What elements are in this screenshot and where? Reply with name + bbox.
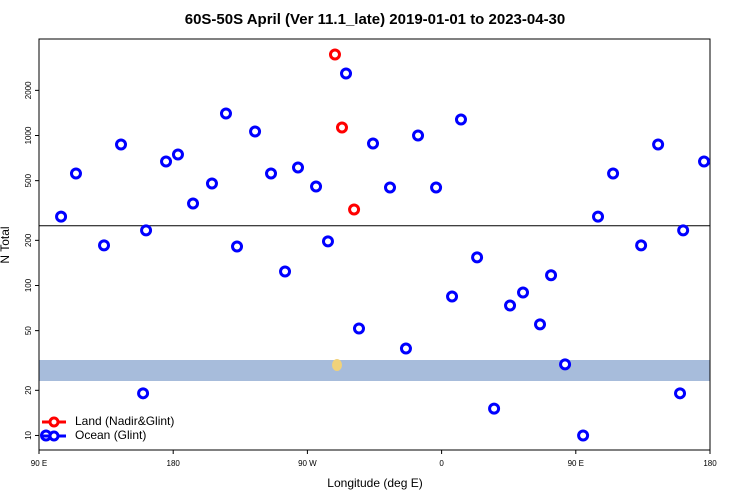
data-point <box>340 67 353 80</box>
y-tick-label: 50 <box>24 326 33 335</box>
data-point <box>607 167 620 180</box>
data-point <box>348 203 361 216</box>
data-point <box>412 129 425 142</box>
data-point <box>430 181 443 194</box>
data-point <box>219 107 232 120</box>
x-tick-label: 180 <box>703 459 717 468</box>
data-point <box>279 265 292 278</box>
y-tick-label: 20 <box>24 385 33 394</box>
chart-title: 60S-50S April (Ver 11.1_late) 2019-01-01… <box>185 11 566 28</box>
legend-marker <box>48 416 60 428</box>
data-point <box>399 342 412 355</box>
data-point <box>140 224 153 237</box>
data-point <box>265 167 278 180</box>
data-point <box>249 125 262 138</box>
data-point <box>367 137 380 150</box>
data-point <box>292 161 305 174</box>
data-point <box>577 429 590 442</box>
land-patch <box>332 359 342 371</box>
data-point <box>55 210 68 223</box>
x-tick-label: 180 <box>167 459 181 468</box>
map-strip <box>39 360 710 381</box>
data-point <box>137 387 150 400</box>
data-point <box>677 224 690 237</box>
data-point <box>384 181 397 194</box>
data-point <box>310 180 323 193</box>
data-point <box>335 121 348 134</box>
x-tick-label: 90 W <box>298 459 317 468</box>
x-axis-label: Longitude (deg E) <box>327 476 422 490</box>
data-point <box>352 322 365 335</box>
y-tick-label: 200 <box>24 233 33 247</box>
data-point <box>652 138 665 151</box>
data-point <box>635 239 648 252</box>
x-tick-label: 90 E <box>568 459 584 468</box>
legend-marker <box>48 430 60 442</box>
data-point <box>321 235 334 248</box>
data-point <box>115 138 128 151</box>
y-tick-label: 2000 <box>24 81 33 99</box>
data-point <box>517 286 530 299</box>
legend-label: Ocean (Glint) <box>75 428 146 442</box>
data-point <box>69 167 82 180</box>
data-point <box>534 318 547 331</box>
y-tick-label: 10 <box>24 430 33 439</box>
data-point <box>698 155 711 168</box>
data-point <box>187 197 200 210</box>
data-point <box>171 148 184 161</box>
data-point <box>488 402 501 415</box>
x-tick-label: 0 <box>439 459 444 468</box>
x-tick-label: 90 E <box>31 459 47 468</box>
y-axis-label: N Total <box>0 226 12 263</box>
data-point <box>446 290 459 303</box>
data-point <box>160 155 173 168</box>
data-point <box>231 240 244 253</box>
data-point <box>592 210 605 223</box>
legend-label: Land (Nadir&Glint) <box>75 414 174 428</box>
plot-frame <box>38 38 711 451</box>
data-point <box>504 299 517 312</box>
data-point <box>545 269 558 282</box>
data-point <box>559 358 572 371</box>
data-point <box>454 113 467 126</box>
data-point <box>328 48 341 61</box>
data-point <box>98 239 111 252</box>
y-tick-label: 1000 <box>24 126 33 144</box>
data-point <box>205 177 218 190</box>
y-tick-label: 500 <box>24 173 33 187</box>
data-point <box>471 251 484 264</box>
y-tick-label: 100 <box>24 278 33 292</box>
data-point <box>674 387 687 400</box>
